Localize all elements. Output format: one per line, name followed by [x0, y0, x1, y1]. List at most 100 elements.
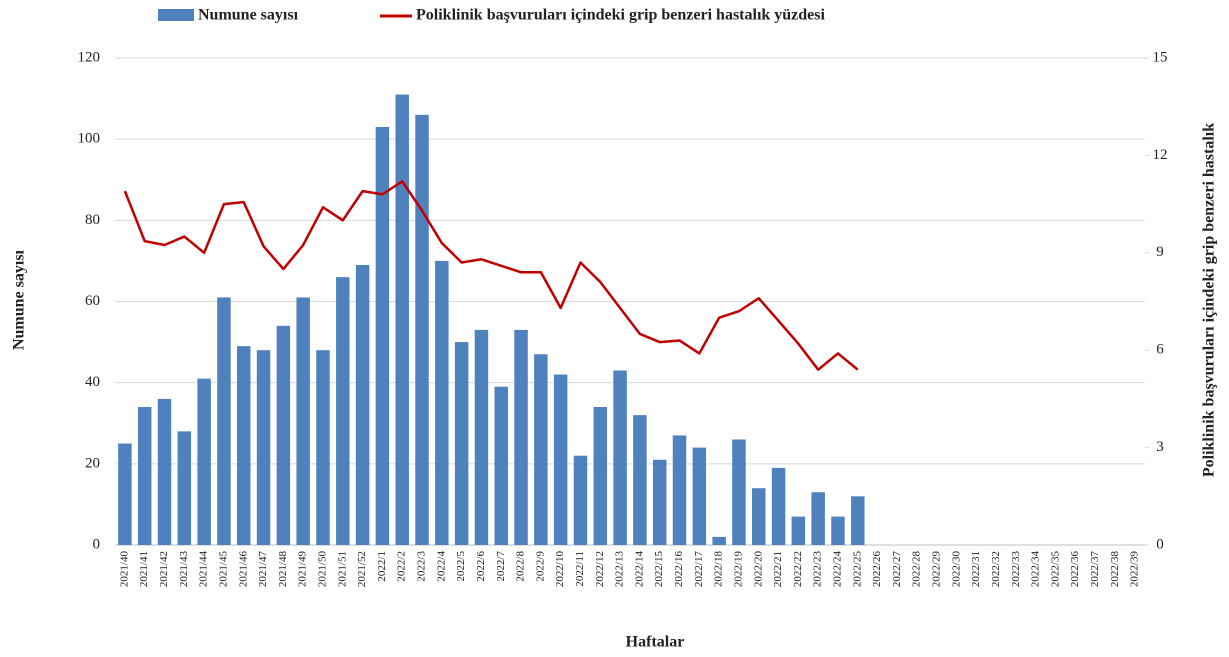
bar	[454, 342, 469, 545]
bar	[752, 488, 766, 545]
x-tick-label: 2022/39	[1129, 551, 1141, 588]
bar	[137, 407, 152, 545]
bar	[851, 496, 865, 545]
bar	[633, 415, 647, 545]
bar	[593, 407, 608, 545]
bar	[494, 386, 508, 545]
bar	[791, 516, 806, 545]
bar	[256, 350, 271, 545]
bar	[395, 94, 409, 546]
x-tick-label: 2021/51	[336, 551, 348, 587]
bar	[197, 378, 211, 545]
bar	[573, 455, 588, 545]
y2-tick-label: 9	[1156, 244, 1164, 260]
x-tick-label: 2022/5	[455, 551, 467, 582]
x-tick-label: 2022/22	[792, 551, 804, 587]
y-tick-label: 20	[85, 455, 100, 471]
x-tick-label: 2022/15	[653, 551, 665, 588]
legend-swatch	[158, 9, 194, 21]
bar	[692, 447, 707, 545]
y2-tick-label: 6	[1156, 342, 1164, 358]
x-axis-title: Haftalar	[626, 634, 685, 651]
legend: Numune sayısı Poliklinik başvuruları içi…	[158, 7, 826, 24]
x-tick-label: 2022/3	[416, 551, 428, 582]
bar	[355, 264, 370, 545]
x-tick-label: 2021/44	[198, 551, 210, 588]
x-tick-label: 2022/11	[574, 551, 586, 587]
bar	[118, 443, 132, 545]
y-tick-label: 60	[85, 293, 100, 309]
x-tick-label: 2022/13	[614, 551, 626, 588]
x-tick-label: 2022/10	[554, 551, 566, 588]
x-tick-label: 2022/21	[772, 551, 784, 587]
bar	[157, 398, 172, 545]
bar	[613, 370, 627, 545]
y-tick-label: 100	[78, 131, 101, 147]
x-tick-label: 2022/32	[990, 551, 1002, 587]
x-tick-label: 2022/28	[911, 551, 923, 588]
x-tick-label: 2021/50	[317, 551, 329, 588]
y-tick-label: 80	[85, 212, 100, 228]
x-tick-label: 2022/33	[1010, 551, 1022, 588]
x-tick-label: 2022/12	[594, 551, 606, 587]
bar	[217, 297, 231, 545]
bar	[771, 467, 786, 545]
bar	[316, 350, 330, 545]
x-tick-label: 2022/4	[435, 551, 447, 582]
y2-tick-label: 15	[1153, 49, 1168, 65]
x-tick-label: 2021/52	[356, 551, 368, 587]
legend-label: Poliklinik başvuruları içindeki grip ben…	[416, 7, 826, 24]
bar	[375, 126, 390, 545]
x-tick-label: 2022/9	[534, 551, 546, 582]
x-tick-label: 2022/30	[950, 551, 962, 588]
bar	[336, 277, 350, 545]
x-tick-label: 2022/14	[633, 551, 645, 588]
x-tick-label: 2022/19	[732, 551, 744, 588]
x-tick-label: 2022/8	[515, 551, 527, 582]
x-tick-label: 2022/20	[752, 551, 764, 588]
x-tick-label: 2022/36	[1069, 551, 1081, 588]
y-tick-label: 120	[78, 49, 101, 65]
y2-axis-title: Poliklinik başvuruları içindeki grip ben…	[1201, 123, 1218, 477]
bar	[177, 431, 192, 545]
x-tick-label: 2022/23	[812, 551, 824, 588]
x-tick-label: 2022/29	[931, 551, 943, 588]
x-tick-label: 2022/34	[1030, 551, 1042, 588]
x-tick-label: 2021/47	[257, 551, 269, 588]
bar	[474, 329, 489, 545]
y2-tick-label: 3	[1156, 439, 1164, 455]
legend-label: Numune sayısı	[198, 7, 299, 24]
x-tick-label: 2022/6	[475, 551, 487, 582]
x-tick-label: 2022/35	[1049, 551, 1061, 588]
y-tick-label: 0	[93, 536, 101, 552]
bar	[732, 439, 746, 545]
x-tick-label: 2021/40	[118, 551, 130, 588]
bar	[276, 325, 291, 545]
line	[123, 180, 859, 371]
bar	[831, 516, 845, 545]
x-tick-label: 2022/37	[1089, 551, 1101, 588]
x-tick-label: 2021/45	[217, 551, 229, 588]
y-tick-label: 40	[85, 374, 100, 390]
bar	[652, 459, 667, 545]
x-tick-label: 2022/31	[970, 551, 982, 587]
y-axis-title: Numune sayısı	[11, 249, 28, 350]
x-tick-label: 2022/27	[891, 551, 903, 588]
x-tick-label: 2022/2	[396, 551, 408, 582]
bar	[712, 536, 726, 545]
bar	[415, 114, 429, 546]
bar	[237, 346, 251, 545]
x-tick-label: 2021/49	[297, 551, 309, 588]
bar	[534, 354, 548, 545]
bar	[811, 492, 825, 545]
x-tick-label: 2021/43	[178, 551, 190, 588]
bar	[553, 374, 568, 545]
x-tick-label: 2022/38	[1109, 551, 1121, 588]
x-tick-label: 2021/41	[138, 551, 150, 587]
x-tick-label: 2022/17	[693, 551, 705, 588]
x-tick-label: 2021/48	[277, 551, 289, 588]
bar	[672, 435, 687, 545]
x-tick-label: 2022/24	[832, 551, 844, 588]
x-tick-label: 2021/46	[237, 551, 249, 588]
